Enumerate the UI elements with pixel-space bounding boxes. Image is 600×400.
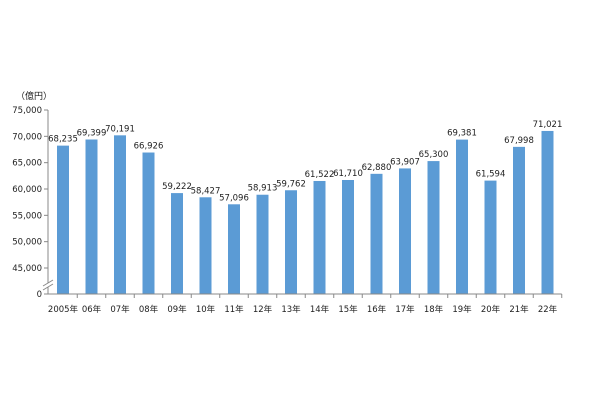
y-tick-label: 75,000 — [12, 106, 42, 116]
y-tick-label: 55,000 — [12, 211, 42, 221]
bar — [513, 146, 525, 294]
x-category-label: 06年 — [82, 304, 102, 315]
x-category-label: 10年 — [196, 304, 216, 315]
y-axis: 75,000 70,000 65,000 60,000 55,000 50,000 45,0… — [12, 106, 54, 300]
bar-value-label: 66,926 — [134, 142, 164, 152]
x-category-label: 18年 — [424, 304, 444, 315]
bar-value-label: 59,222 — [162, 182, 192, 192]
x-category-label: 19年 — [452, 304, 472, 315]
bar-value-label: 61,522 — [305, 170, 335, 180]
bar — [427, 161, 440, 294]
bar-value-label: 63,907 — [390, 157, 420, 167]
bar — [256, 194, 269, 294]
bar — [114, 135, 126, 294]
bar — [228, 204, 240, 294]
x-category-label: 08年 — [139, 304, 159, 315]
x-category-label: 12年 — [253, 304, 273, 315]
x-category-label: 21年 — [509, 304, 529, 315]
bar-value-label: 70,191 — [105, 124, 135, 134]
bar-value-label: 62,880 — [362, 163, 392, 173]
bar-value-label: 59,762 — [276, 179, 306, 189]
bar — [313, 180, 326, 294]
axis-break-line — [42, 279, 54, 287]
y-tick-label: 70,000 — [12, 132, 42, 142]
bar — [142, 152, 155, 294]
bar — [484, 180, 497, 294]
x-category-label: 20年 — [481, 304, 501, 315]
x-category-label: 22年 — [538, 304, 558, 315]
bar — [399, 168, 411, 294]
x-category-label: 11年 — [224, 304, 244, 315]
bar-value-label: 71,021 — [533, 120, 563, 130]
bar — [342, 179, 354, 294]
axis-break-line — [42, 283, 54, 291]
x-category-label: 2005年 — [48, 304, 79, 315]
bar-value-label: 58,427 — [191, 186, 221, 196]
bar-value-label: 57,096 — [219, 193, 249, 203]
bar — [456, 139, 468, 294]
x-category-label: 13年 — [281, 304, 301, 315]
bar — [85, 139, 98, 294]
x-category-label: 09年 — [167, 304, 187, 315]
bar — [370, 173, 383, 294]
y-unit-label: （億円） — [16, 90, 52, 102]
y-tick-label: 60,000 — [12, 185, 42, 195]
axis-break-gap — [43, 280, 53, 290]
x-axis: 2005年 06年 07年 08年 09年 10年 11年 12年 13年 14年 15年 16年 17… — [48, 293, 563, 315]
bar-value-label: 68,235 — [48, 135, 78, 145]
bar — [541, 130, 554, 294]
bar-value-label: 61,594 — [476, 170, 506, 180]
bar — [57, 145, 69, 294]
bar — [285, 190, 297, 294]
y-tick-label-zero: 0 — [37, 290, 42, 300]
x-category-label: 16年 — [367, 304, 387, 315]
x-category-label: 14年 — [310, 304, 330, 315]
bar-value-label: 58,913 — [248, 184, 278, 194]
bar-value-label: 69,381 — [447, 129, 477, 139]
y-tick-label: 50,000 — [12, 238, 42, 248]
x-category-label: 17年 — [395, 304, 415, 315]
y-tick-label: 45,000 — [12, 264, 42, 274]
bar-value-label: 61,710 — [333, 169, 363, 179]
x-category-label: 15年 — [338, 304, 358, 315]
bar-value-label: 65,300 — [419, 150, 449, 160]
bar — [199, 197, 212, 294]
bar — [171, 193, 183, 294]
y-tick-label: 65,000 — [12, 159, 42, 169]
bar-value-label: 69,399 — [77, 128, 107, 138]
bar-value-label: 67,998 — [504, 136, 534, 146]
x-category-label: 07年 — [110, 304, 130, 315]
